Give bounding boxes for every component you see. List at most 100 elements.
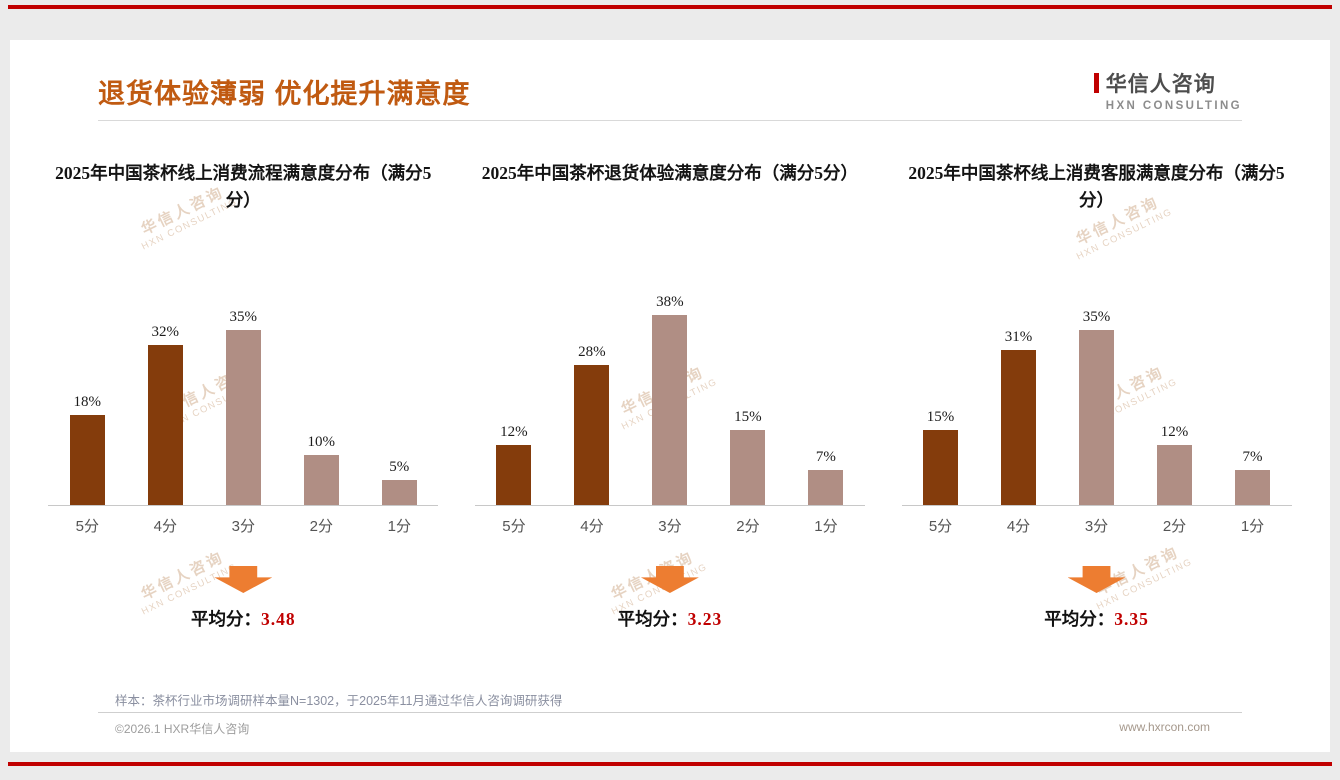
average-label: 平均分： (617, 609, 688, 629)
average-value: 3.35 (1114, 609, 1149, 629)
bar (1157, 445, 1193, 505)
bar-value-label: 15% (734, 409, 762, 425)
bar-slot: 12% (475, 424, 553, 505)
average-line: 平均分：3.23 (618, 606, 723, 631)
category-label: 1分 (387, 518, 411, 535)
bar-value-label: 10% (307, 434, 336, 450)
chart: 2025年中国茶杯线上消费流程满意度分布（满分5分） 18% 32% 35% 10% 5… (30, 160, 457, 631)
bar-value-label: 7% (1242, 449, 1263, 465)
bar-slot: 35% (1058, 309, 1136, 505)
bar (69, 415, 105, 505)
bar-slot: 31% (980, 329, 1058, 505)
bar-slot: 28% (553, 344, 631, 505)
chart-plot: 15% 31% 35% 12% 7% (901, 282, 1292, 506)
chart-title: 2025年中国茶杯线上消费客服满意度分布（满分5分） (908, 163, 1285, 211)
top-accent-line (8, 5, 1332, 9)
down-arrow-icon (214, 566, 273, 593)
category-label: 2分 (736, 518, 760, 535)
category-label: 2分 (309, 518, 333, 535)
average-label: 平均分： (1044, 609, 1115, 629)
logo-name: 华信人咨询 (1105, 73, 1216, 96)
bar-value-label: 31% (1004, 329, 1033, 345)
average-line: 平均分：3.35 (1044, 606, 1149, 631)
bar (496, 445, 532, 505)
bar-slot: 35% (204, 309, 282, 505)
bar (225, 330, 261, 505)
bar-value-label: 12% (1160, 424, 1189, 440)
bar-value-label: 15% (926, 409, 955, 425)
bar (1235, 470, 1271, 505)
bar-slot: 7% (787, 449, 865, 505)
chart-plot-strip: 18% 32% 35% 10% 5% 5分 4分 3分 2分 1分 (48, 282, 439, 536)
bar-value-label: 28% (578, 344, 606, 360)
bar-value-label: 35% (1082, 309, 1111, 325)
bar-value-label: 5% (389, 459, 410, 475)
bar-value-label: 35% (229, 309, 258, 325)
chart-title: 2025年中国茶杯退货体验满意度分布（满分5分） (481, 163, 859, 183)
bar-slot: 7% (1214, 449, 1292, 505)
chart-plot-strip: 12% 28% 38% 15% 7% 5分 4分 3分 2分 1分 (474, 282, 865, 536)
category-label: 4分 (1006, 518, 1031, 535)
logo-row: 华信人咨询 (1093, 68, 1242, 98)
average-value: 3.23 (687, 609, 723, 629)
category-label: 4分 (153, 518, 177, 535)
bar-value-label: 38% (656, 294, 684, 310)
category-label: 2分 (1162, 518, 1187, 535)
header-divider (98, 120, 1242, 121)
category-label: 5分 (928, 518, 953, 535)
bar (730, 430, 766, 505)
average-value: 3.48 (260, 609, 296, 629)
down-arrow-icon (640, 566, 699, 593)
bar-value-label: 18% (73, 394, 102, 410)
logo: 华信人咨询 HXN CONSULTING (1093, 68, 1242, 112)
bar-slot: 12% (1136, 424, 1214, 505)
category-label: 3分 (658, 518, 682, 535)
category-label: 5分 (75, 518, 99, 535)
bottom-accent-line (8, 762, 1332, 766)
footer-website: www.hxrcon.com (1119, 720, 1210, 734)
bar-slot: 18% (48, 394, 126, 505)
bar (1001, 350, 1037, 505)
chart-plot: 12% 28% 38% 15% 7% (474, 282, 865, 506)
bar (652, 315, 688, 505)
bar-value-label: 32% (151, 324, 180, 340)
down-arrow-icon (1067, 566, 1126, 593)
bar-slot: 10% (282, 434, 360, 505)
bar-value-label: 7% (815, 449, 836, 465)
chart-categories: 5分 4分 3分 2分 1分 (475, 506, 865, 536)
bar (574, 365, 610, 505)
category-label: 5分 (502, 518, 526, 535)
bar (147, 345, 183, 505)
average-line: 平均分：3.48 (191, 606, 296, 631)
chart: 2025年中国茶杯线上消费客服满意度分布（满分5分） 15% 31% 35% 12% 7… (883, 160, 1310, 631)
bar-slot: 5% (360, 459, 438, 505)
bar (1079, 330, 1115, 505)
chart-title: 2025年中国茶杯线上消费流程满意度分布（满分5分） (55, 163, 432, 211)
footer-divider (98, 712, 1242, 713)
footer-copyright: ©2026.1 HXR华信人咨询 (115, 722, 250, 736)
chart-plot: 18% 32% 35% 10% 5% (48, 282, 439, 506)
bar-slot: 15% (902, 409, 980, 505)
category-label: 1分 (1240, 518, 1265, 535)
chart-categories: 5分 4分 3分 2分 1分 (48, 506, 438, 536)
chart: 2025年中国茶杯退货体验满意度分布（满分5分） 12% 28% 38% 15% 7% … (457, 160, 884, 631)
bar-slot: 32% (126, 324, 204, 505)
charts-row: 2025年中国茶杯线上消费流程满意度分布（满分5分） 18% 32% 35% 10% 5… (30, 160, 1310, 631)
chart-categories: 5分 4分 3分 2分 1分 (902, 506, 1292, 536)
bar (923, 430, 959, 505)
logo-red-bar-icon (1093, 73, 1099, 93)
chart-plot-strip: 15% 31% 35% 12% 7% 5分 4分 3分 2分 1分 (901, 282, 1292, 536)
category-label: 3分 (1084, 518, 1109, 535)
average-label: 平均分： (190, 609, 261, 629)
bar (808, 470, 844, 505)
category-label: 3分 (231, 518, 255, 535)
page-title: 退货体验薄弱 优化提升满意度 (98, 79, 471, 109)
sample-footnote: 样本：茶杯行业市场调研样本量N=1302，于2025年11月通过华信人咨询调研获… (115, 694, 563, 708)
bar (381, 480, 417, 505)
category-label: 4分 (580, 518, 604, 535)
bar-value-label: 12% (500, 424, 528, 440)
bar-slot: 38% (631, 294, 709, 505)
category-label: 1分 (814, 518, 838, 535)
logo-subtitle: HXN CONSULTING (1105, 100, 1242, 112)
